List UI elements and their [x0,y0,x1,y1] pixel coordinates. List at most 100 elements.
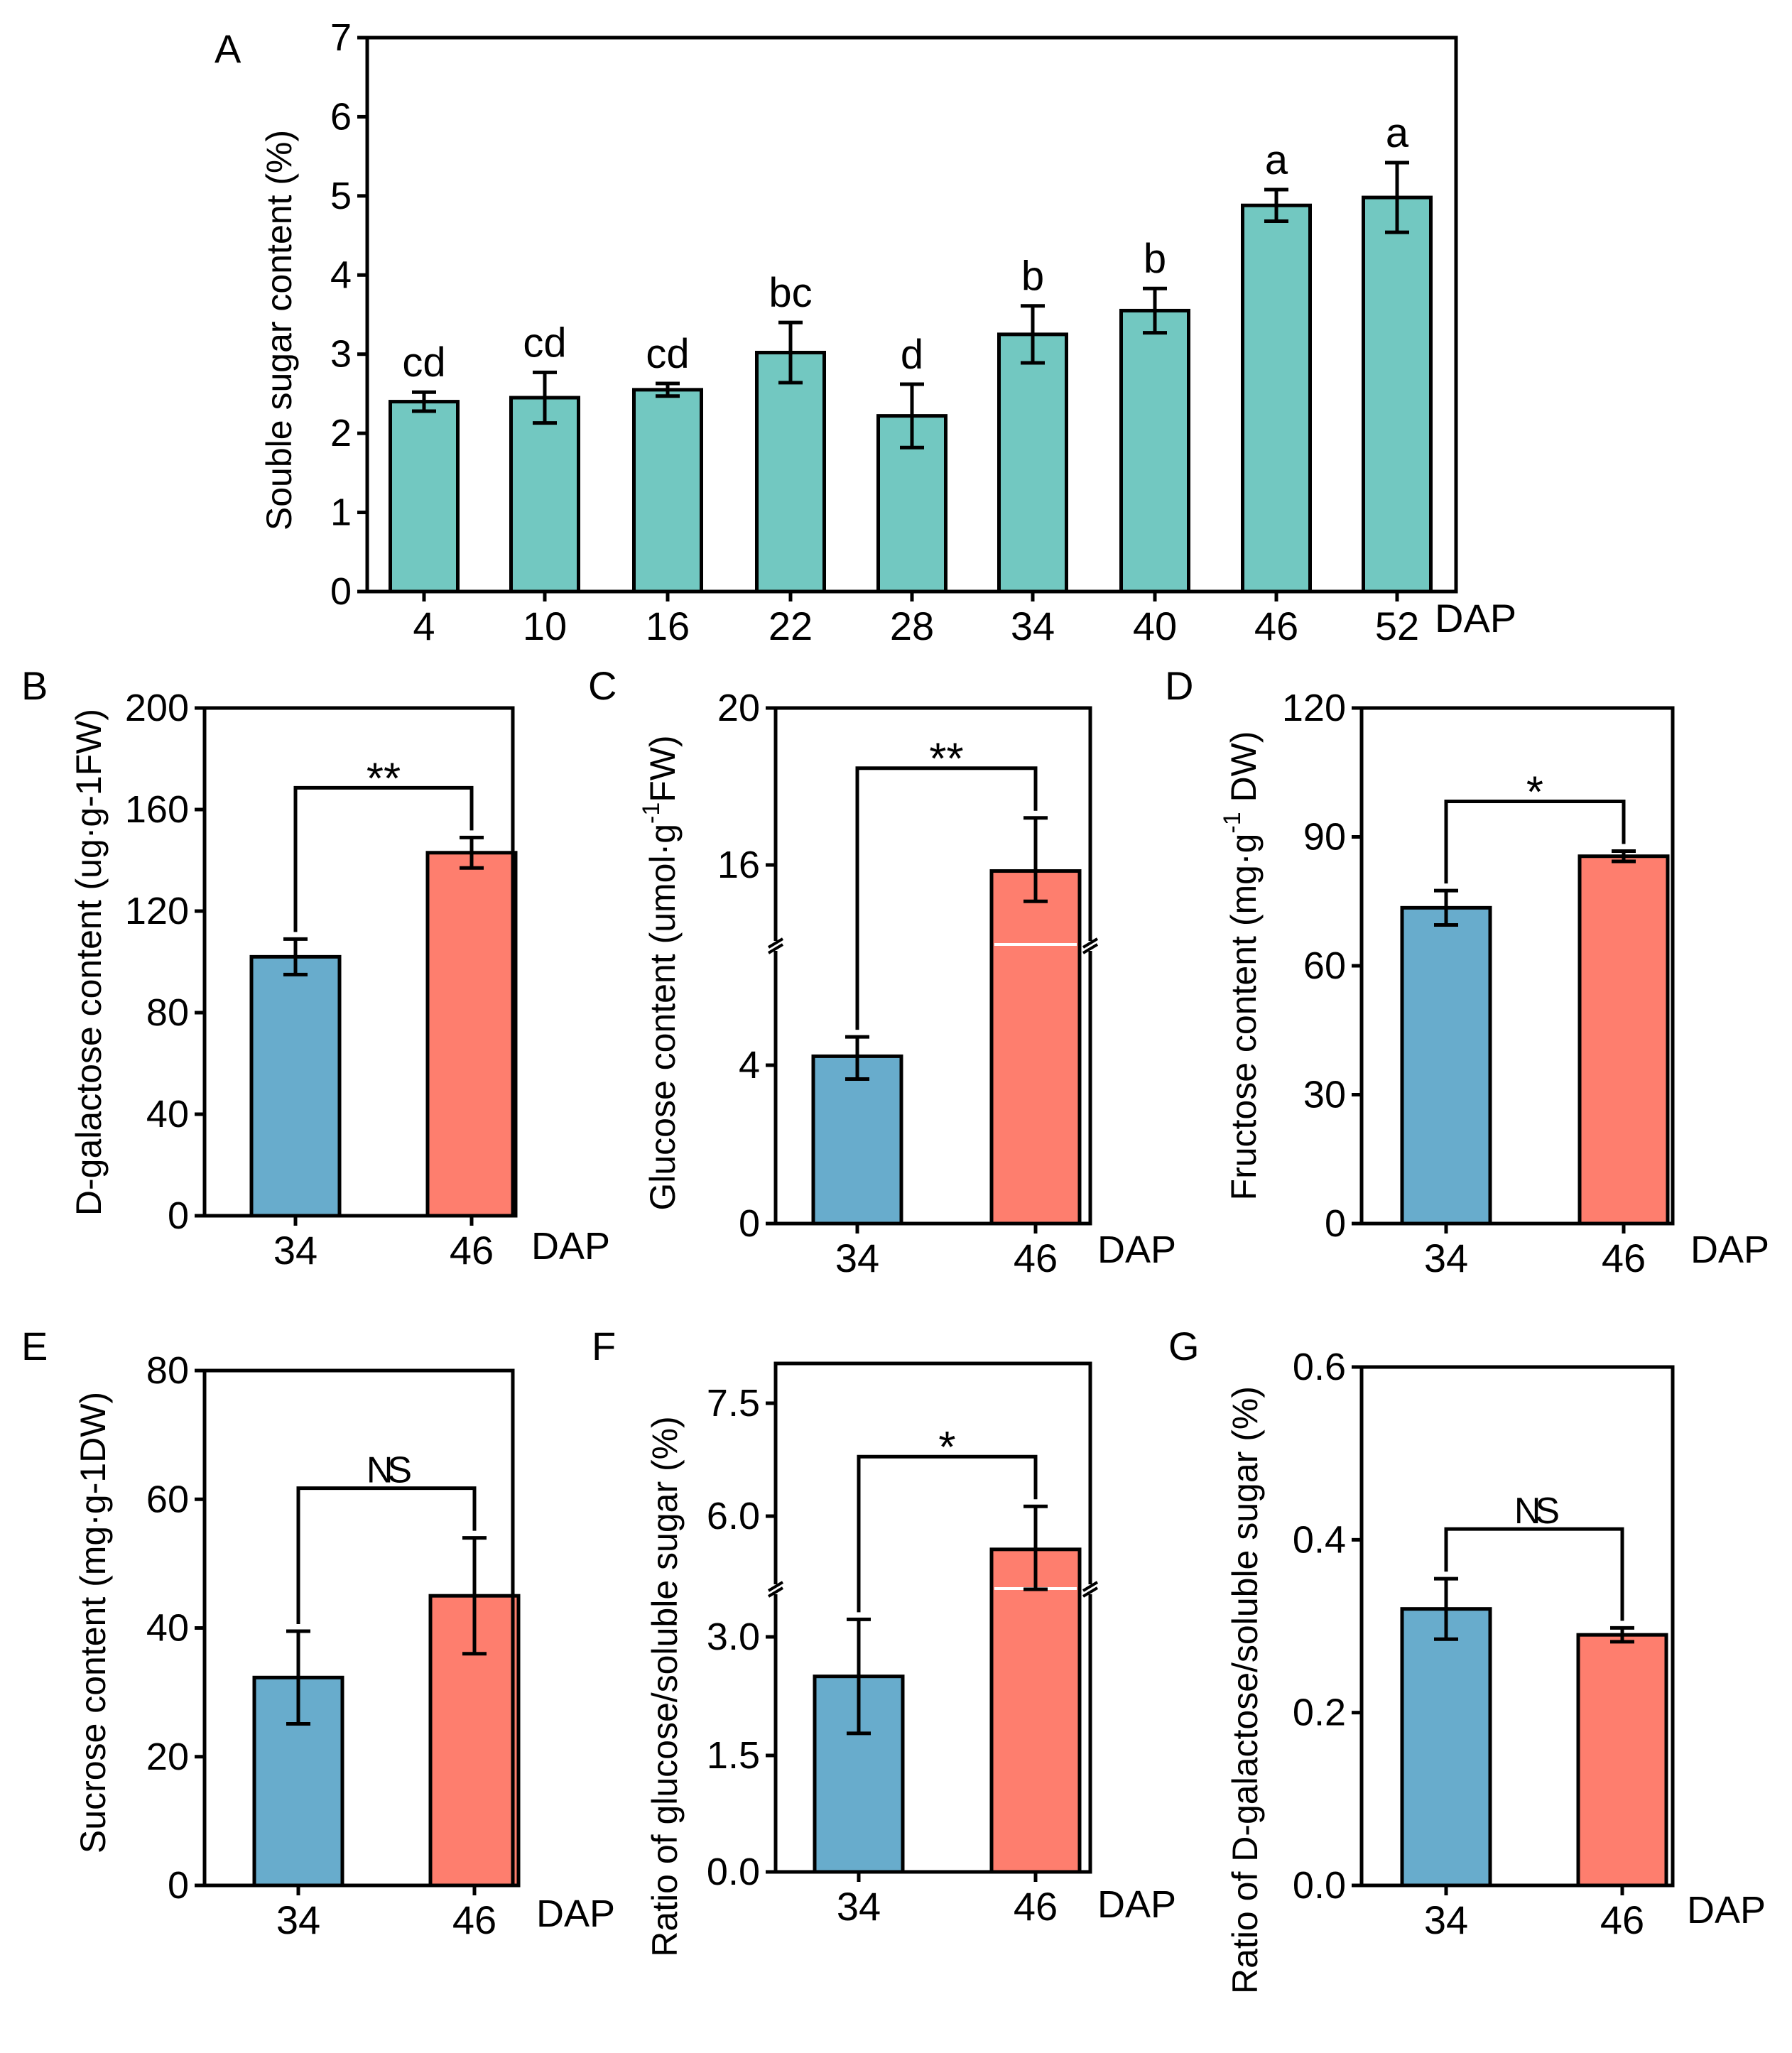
y-tick-label: 0.0 [707,1851,760,1893]
y-tick-label: 200 [125,687,189,729]
y-tick-label: 4 [330,254,352,296]
y-tick-label: 7 [330,16,352,59]
x-axis-unit: DAP [536,1893,615,1935]
bar [811,1054,903,1226]
y-tick-label: 3 [330,333,352,376]
bar [989,1547,1082,1874]
y-tick-label: 40 [146,1607,189,1650]
panel-g: G Ratio of D-galactose/soluble sugar (%)… [1168,1324,1766,1994]
panel-letter: C [588,663,617,708]
panel-e: E Sucrose content (mg·g-1DW) DAP NS 0 20 40… [21,1324,615,1942]
y-axis-label: Sucrose content (mg·g-1DW) [73,1392,113,1853]
plot-area: ** 0 4 16 20 34 46 [717,687,1099,1280]
significance-letter: cd [523,320,566,366]
significance-bracket [857,1454,1038,1613]
significance-letter: a [1386,110,1409,156]
axis-break-mark [767,937,784,949]
x-tick-label: 46 [1014,1236,1058,1280]
x-axis-unit: DAP [1097,1883,1176,1926]
bar [389,400,460,594]
y-tick-label: 120 [1282,687,1346,729]
y-tick-label: 80 [146,1349,189,1392]
axis-break-mark [1082,937,1099,949]
y-tick-label: 80 [146,991,189,1034]
y-tick-label: 0 [739,1202,760,1245]
x-tick-label: 34 [1011,604,1055,648]
significance-bracket [1444,1527,1624,1621]
plot-area: * 0.0 1.5 3.0 6.0 7.5 34 46 [707,1361,1099,1929]
axis-break-mark [767,1586,784,1598]
x-tick-label: 34 [837,1884,881,1929]
x-tick-label: 34 [1424,1236,1468,1280]
significance-bracket [296,1486,477,1625]
panel-letter: B [21,663,48,708]
y-axis-label: Ratio of D-galactose/soluble sugar (%) [1225,1386,1265,1994]
panel-letter: G [1168,1324,1200,1368]
significance-letter: d [901,332,923,378]
bar [632,388,703,594]
y-axis-label-end: FW) [643,735,683,802]
y-tick-label: 20 [146,1736,189,1778]
x-tick-label: 4 [413,604,435,648]
x-tick-label: 46 [450,1228,494,1273]
panel-letter: D [1165,663,1193,708]
significance-bracket [855,766,1038,1030]
plot-area: NS 0.0 0.2 0.4 0.6 34 46 [1293,1346,1675,1942]
panel-letter: A [215,26,241,71]
y-axis-label-main: Glucose content (umol·g [643,824,683,1211]
y-tick-label: 120 [125,890,189,932]
y-tick-label: 0.6 [1293,1346,1346,1388]
plot-area: ** 0 40 80 120 160 200 34 46 [125,687,518,1273]
y-tick-label: 3.0 [707,1616,760,1658]
bar [1400,1607,1492,1888]
axes-frame [202,706,515,1218]
bar [1576,1633,1668,1888]
y-axis-label: D-galactose content (ug·g-1FW) [69,709,109,1216]
significance-marker: ** [929,735,963,784]
x-tick-label: 16 [646,604,690,648]
panel-b: B D-galactose content (ug·g-1FW) DAP ** 0… [21,663,610,1273]
bar [1400,905,1492,1226]
bar [1119,308,1190,594]
x-tick-label: 34 [835,1236,879,1280]
x-axis-unit: DAP [1097,1229,1176,1271]
x-axis-unit: DAP [531,1225,610,1268]
x-tick-label: 10 [523,604,567,648]
significance-bracket [293,785,474,932]
y-tick-label: 160 [125,788,189,831]
y-tick-label: 7.5 [707,1382,760,1425]
significance-letter: a [1265,137,1288,183]
axis-break-mark [767,1581,784,1592]
y-axis-label-sup: -1 [1219,812,1246,833]
bar [1362,195,1433,594]
axis-break-mark [767,943,784,954]
significance-letter: cd [402,339,445,386]
x-tick-label: 46 [1014,1884,1058,1929]
y-tick-label: 1.5 [707,1734,760,1777]
y-tick-label: 0 [168,1194,189,1237]
y-axis-label-sup: -1 [638,802,665,824]
panel-c: C Glucose content (umol·g-1FW) DAP ** 0 4 1… [588,663,1176,1280]
y-axis-label: Fructose content (mg·g-1 DW) [1219,731,1264,1201]
y-tick-label: 0.0 [1293,1864,1346,1907]
y-axis-label: Ratio of glucose/soluble sugar (%) [645,1416,685,1957]
bar [509,396,580,594]
significance-marker: NS [1514,1491,1559,1532]
y-tick-label: 0 [1325,1202,1346,1245]
panel-letter: F [592,1324,616,1368]
y-tick-label: 2 [330,412,352,454]
axis-break-mark [1082,1581,1099,1592]
plot-area: * 0 30 60 90 120 34 46 [1282,687,1675,1280]
x-tick-label: 22 [769,604,813,648]
x-tick-label: 40 [1133,604,1177,648]
y-tick-label: 5 [330,175,352,217]
y-tick-label: 4 [739,1044,760,1087]
y-axis-label-main: Fructose content (mg·g [1224,834,1264,1201]
x-axis-unit: DAP [1687,1889,1766,1932]
y-tick-label: 90 [1303,816,1346,859]
significance-marker: NS [366,1450,411,1491]
y-tick-label: 60 [146,1478,189,1520]
y-tick-label: 0.2 [1293,1692,1346,1734]
